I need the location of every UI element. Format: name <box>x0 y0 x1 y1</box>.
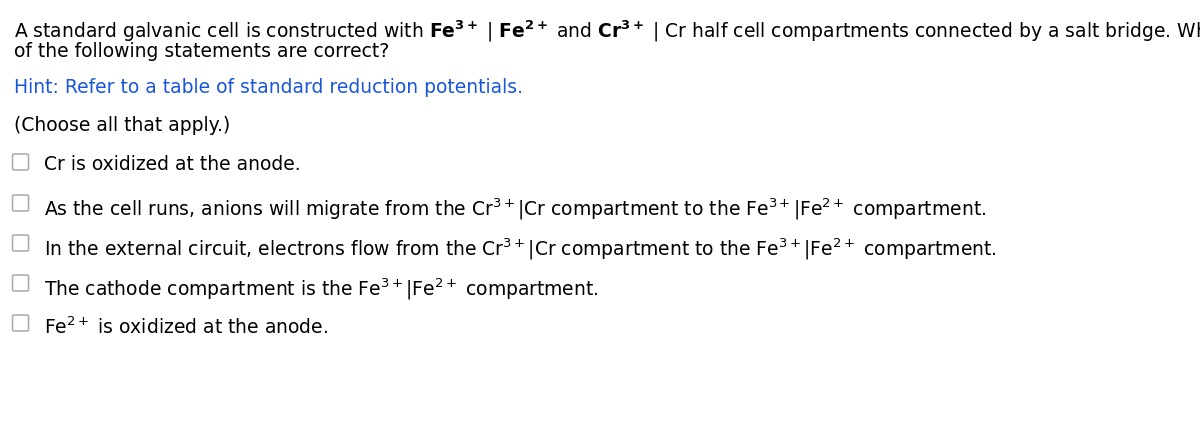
FancyBboxPatch shape <box>12 315 29 331</box>
FancyBboxPatch shape <box>12 195 29 211</box>
Text: of the following statements are correct?: of the following statements are correct? <box>14 42 389 61</box>
Text: In the external circuit, electrons flow from the Cr$^{3+}$|Cr compartment to the: In the external circuit, electrons flow … <box>44 236 997 262</box>
Text: As the cell runs, anions will migrate from the Cr$^{3+}$|Cr compartment to the F: As the cell runs, anions will migrate fr… <box>44 196 986 222</box>
Text: A standard galvanic cell is constructed with $\bf{Fe}$$\bf{^{3+}}$ | $\bf{Fe}$$\: A standard galvanic cell is constructed … <box>14 18 1200 44</box>
Text: The cathode compartment is the Fe$^{3+}$|Fe$^{2+}$ compartment.: The cathode compartment is the Fe$^{3+}$… <box>44 276 599 301</box>
Text: (Choose all that apply.): (Choose all that apply.) <box>14 116 230 135</box>
Text: Cr is oxidized at the anode.: Cr is oxidized at the anode. <box>44 155 301 174</box>
Text: Fe$^{2+}$ is oxidized at the anode.: Fe$^{2+}$ is oxidized at the anode. <box>44 316 329 338</box>
Text: Hint: Refer to a table of standard reduction potentials.: Hint: Refer to a table of standard reduc… <box>14 78 523 97</box>
FancyBboxPatch shape <box>12 154 29 170</box>
FancyBboxPatch shape <box>12 275 29 291</box>
FancyBboxPatch shape <box>12 235 29 251</box>
